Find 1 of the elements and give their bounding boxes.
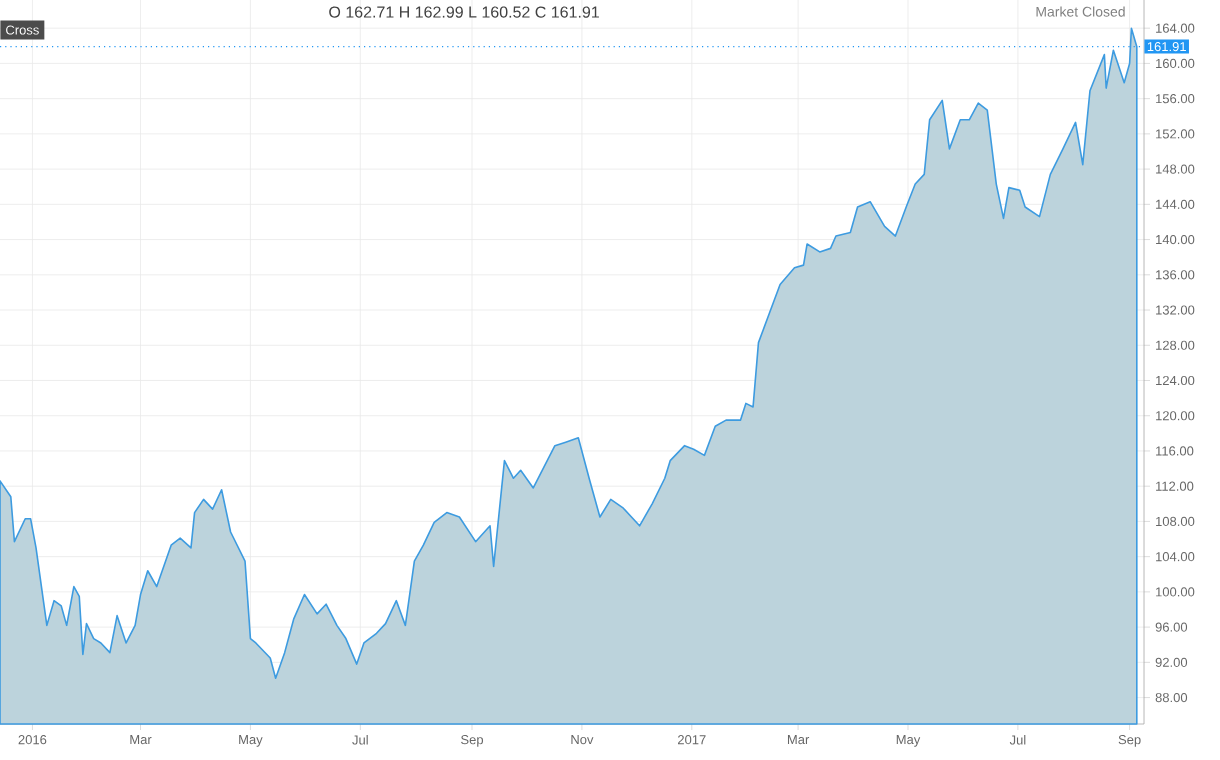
annotation: O 162.71 H 162.99 L 160.52 C 161.91 bbox=[329, 6, 599, 18]
